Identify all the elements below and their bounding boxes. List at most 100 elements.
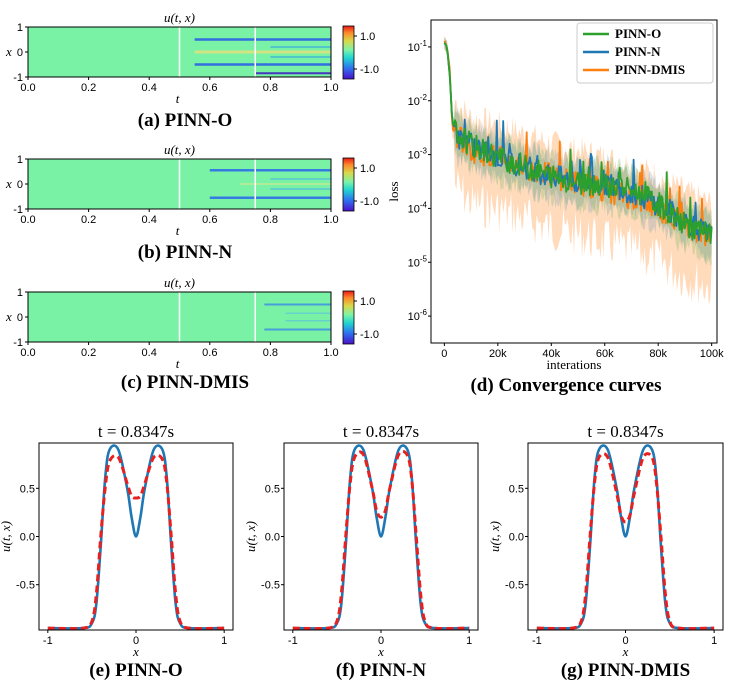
heatmap-xtick-label: 1.0: [323, 214, 338, 226]
xtick-label: 1: [221, 635, 227, 647]
profile-curve-prediction: [536, 452, 715, 631]
heatmap-xtick-label: 1.0: [323, 82, 338, 94]
profile-ylabel: u(t, x): [487, 521, 502, 552]
heatmap-stripe: [209, 169, 331, 172]
colorbar-tick-label: 1.0: [360, 31, 375, 43]
profile-curve-prediction: [47, 453, 225, 631]
panel-caption: (c) PINN-DMIS: [121, 372, 249, 393]
heatmap-xtick-label: 0.4: [142, 82, 157, 94]
xtick-label: 80k: [649, 348, 667, 360]
colorbar-tick-label: -1.0: [360, 329, 379, 341]
colorbar-tick-label: 1.0: [360, 296, 375, 308]
loss-band-PINN-O: [444, 37, 712, 267]
profile-xlabel: x: [132, 644, 139, 659]
ytick-label: 10-5: [408, 254, 428, 269]
heatmap-stripe: [285, 320, 331, 322]
heatmap-xtick-label: 0.8: [263, 347, 278, 359]
xtick-label: 100k: [700, 348, 724, 360]
profile-title: t = 0.8347s: [587, 422, 663, 441]
profile-curve-exact: [536, 444, 715, 630]
convergence-panel: 0 20k 40k 60k 80k 100kinterations10-110-210-3…: [386, 19, 724, 396]
legend-box: [576, 22, 714, 84]
xtick-label: 0: [622, 635, 628, 647]
xtick-label: 20k: [489, 348, 507, 360]
ytick-label: -0.5: [261, 580, 280, 592]
profile-xlabel: x: [622, 644, 629, 659]
xtick-label: 40k: [542, 348, 560, 360]
ytick-base: 10: [408, 150, 420, 162]
heatmap-stripe: [209, 196, 331, 199]
colorbar: [342, 157, 355, 212]
ytick-label: 10-3: [408, 147, 428, 162]
heatmap-xtick-label: 0.0: [20, 82, 35, 94]
heatmap-title: u(t, x): [164, 142, 195, 157]
profile-title: t = 0.8347s: [343, 422, 419, 441]
heatmap-stripe: [270, 178, 331, 180]
ytick-label: 10-6: [408, 308, 428, 323]
heatmap-ytick-label: 0: [17, 312, 23, 324]
profile-curve-exact: [47, 444, 225, 630]
legend-label: PINN-N: [615, 44, 661, 59]
heatmap-ylabel: x: [5, 44, 12, 59]
ytick-label: 0.0: [509, 532, 524, 544]
loss-line-PINN-O: [443, 42, 713, 245]
ytick-base: 10: [408, 42, 420, 54]
ylabel: loss: [386, 181, 401, 201]
ytick-label: 10-4: [408, 200, 428, 215]
heatmap-xtick-label: 0.2: [81, 347, 96, 359]
ytick-base: 10: [408, 203, 420, 215]
heatmap-stripes: [194, 38, 331, 75]
ytick-exponent: -1: [420, 39, 428, 48]
heatmap-ytick-label: -1: [13, 337, 23, 349]
heatmap-ylabel: x: [5, 309, 12, 324]
heatmap-panel-b: u(t, x) 0.0 0.2 0.4 0.6 0.8 1.0 t 1 0 -1 x 1.0 -1.0 (b…: [5, 142, 379, 263]
colorbar-tick-label: -1.0: [360, 196, 379, 208]
ytick-label: 0.0: [20, 532, 35, 544]
xtick-label: -1: [532, 635, 542, 647]
ytick-exponent: -6: [420, 308, 428, 317]
heatmap-xtick-label: 0.6: [202, 82, 217, 94]
xtick-label: -1: [43, 635, 53, 647]
xtick-label: 0: [378, 635, 384, 647]
colorbar: [342, 25, 355, 80]
profile-panel-g: t = 0.8347s -1 0 1 x 0.5 0.0 -0.5 u(t, x) (g) PIN…: [487, 422, 724, 681]
heatmap-xtick-label: 0.0: [20, 214, 35, 226]
heatmap-stripe: [270, 188, 331, 190]
ytick-base: 10: [408, 257, 420, 269]
ytick-exponent: -4: [420, 200, 428, 209]
heatmap-xtick-label: 0.4: [142, 214, 157, 226]
ytick-exponent: -3: [420, 147, 428, 156]
heatmap-xtick-label: 0.8: [263, 214, 278, 226]
panel-caption: (d) Convergence curves: [470, 375, 661, 396]
xlabel: interations: [547, 357, 602, 372]
heatmap-stripe: [255, 72, 331, 75]
ytick-exponent: -5: [420, 254, 428, 263]
panel-caption: (g) PINN-DMIS: [561, 660, 690, 681]
xtick-label: 1: [711, 635, 717, 647]
heatmap-stripes: [264, 303, 331, 331]
panel-caption: (f) PINN-N: [336, 660, 427, 681]
profile-ylabel: u(t, x): [243, 521, 258, 552]
heatmap-xlabel: t: [176, 356, 180, 371]
heatmap-panel-c: u(t, x) 0.0 0.2 0.4 0.6 0.8 1.0 t 1 0 -1 x 1.0 -1.0 (c…: [5, 275, 379, 393]
ytick-label: 0.5: [509, 483, 524, 495]
ytick-exponent: -2: [420, 93, 428, 102]
ytick-label: 0.0: [265, 532, 280, 544]
heatmap-stripe: [194, 50, 331, 54]
heatmap-stripes: [209, 169, 331, 199]
heatmap-ylabel: x: [5, 176, 12, 191]
heatmap-xtick-label: 0.6: [202, 214, 217, 226]
ytick-label: -0.5: [16, 580, 35, 592]
profile-panel-e: t = 0.8347s -1 0 1 x 0.5 0.0 -0.5 u(t, x) (e) PIN…: [0, 422, 234, 681]
heatmap-stripe: [194, 38, 331, 41]
colorbar: [342, 290, 355, 345]
xtick-label: 0: [133, 635, 139, 647]
loss-band-PINN-DMIS: [444, 35, 712, 306]
xtick-label: -1: [288, 635, 298, 647]
heatmap-xtick-label: 0.0: [20, 347, 35, 359]
heatmap-ytick-label: 1: [17, 22, 23, 34]
ytick-label: 10-1: [408, 39, 428, 54]
legend-label: PINN-DMIS: [615, 62, 685, 77]
heatmap-xtick-label: 0.2: [81, 214, 96, 226]
